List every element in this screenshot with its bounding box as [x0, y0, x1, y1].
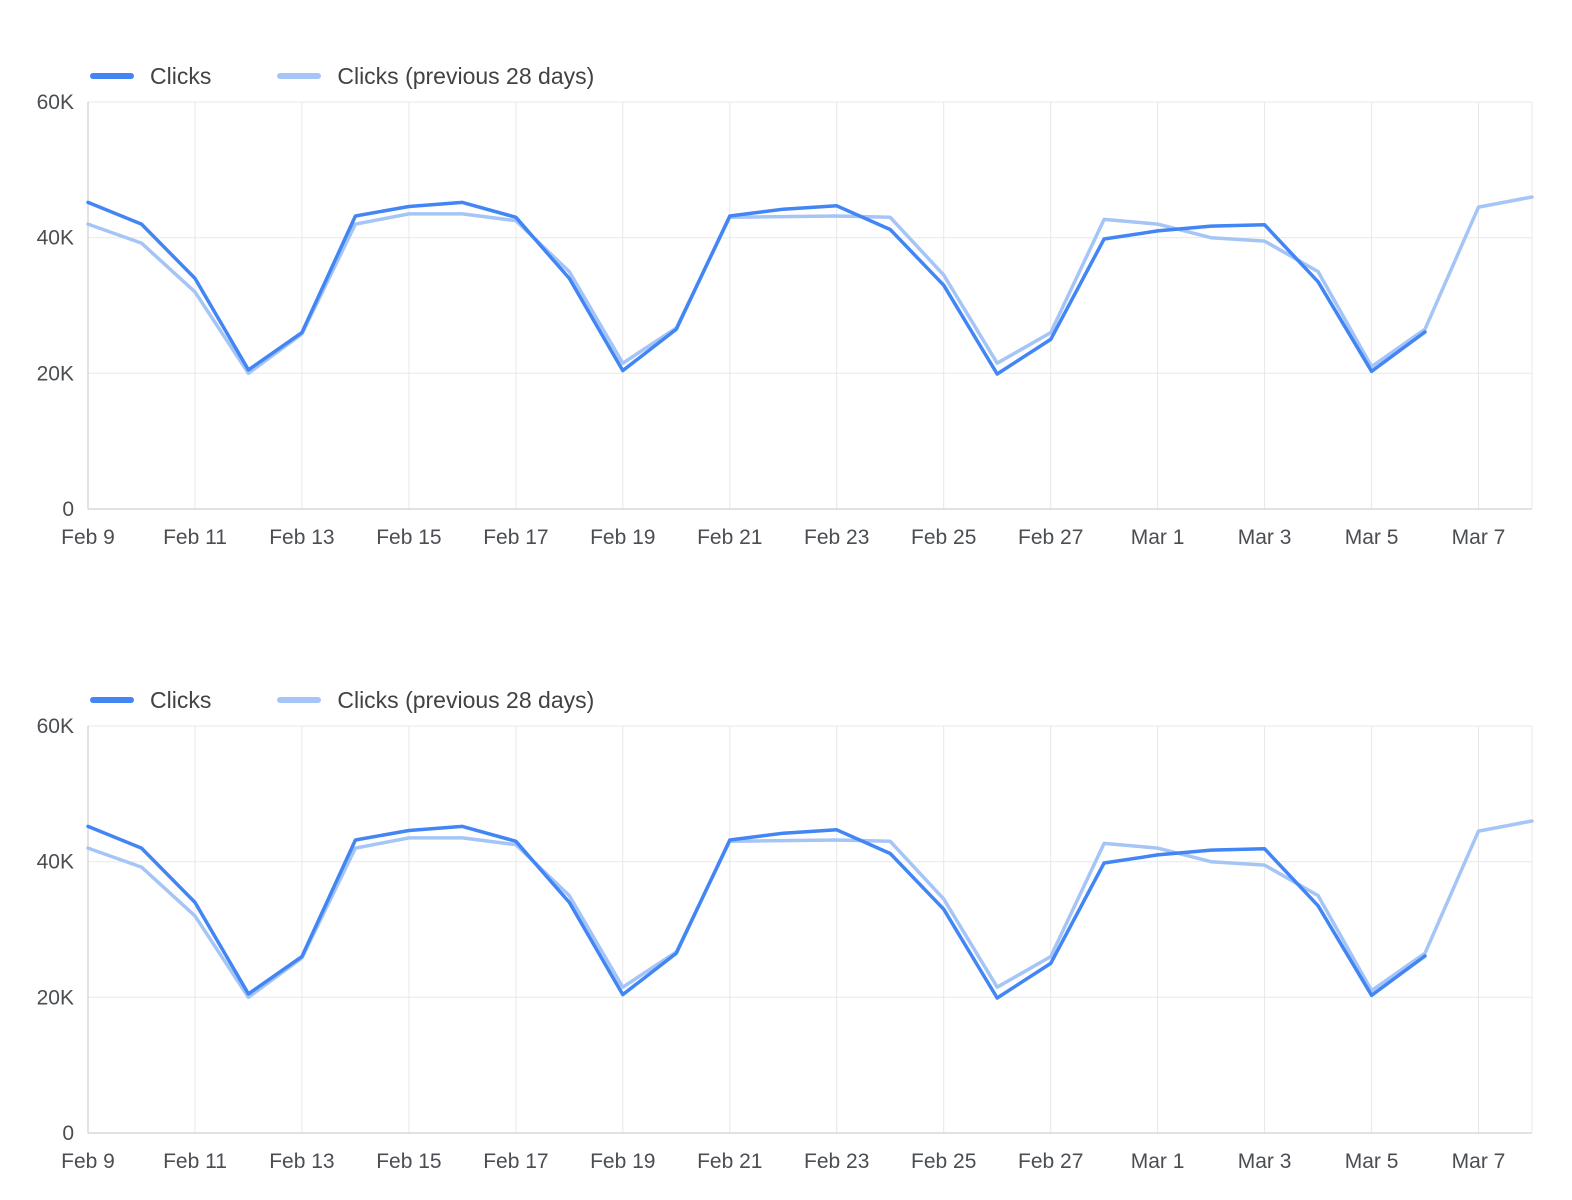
svg-text:Feb 17: Feb 17 [483, 1150, 548, 1173]
svg-text:40K: 40K [37, 227, 74, 250]
chart-legend: Clicks Clicks (previous 28 days) [0, 58, 1572, 94]
svg-text:Feb 21: Feb 21 [697, 1150, 762, 1173]
svg-text:Feb 25: Feb 25 [911, 1150, 976, 1173]
svg-text:Mar 5: Mar 5 [1345, 1150, 1399, 1173]
svg-text:Feb 23: Feb 23 [804, 526, 869, 549]
svg-text:Feb 17: Feb 17 [483, 526, 548, 549]
svg-text:Feb 13: Feb 13 [269, 1150, 334, 1173]
legend-swatch-clicks-icon [90, 73, 134, 79]
clicks-chart-bottom: Clicks Clicks (previous 28 days) 0 20K 40K… [0, 682, 1572, 1178]
svg-text:Feb 19: Feb 19 [590, 1150, 655, 1173]
legend-swatch-clicks-previous-icon [277, 73, 322, 79]
svg-text:Mar 5: Mar 5 [1345, 526, 1399, 549]
svg-text:Feb 25: Feb 25 [911, 526, 976, 549]
svg-text:Mar 1: Mar 1 [1131, 1150, 1185, 1173]
legend-swatch-clicks-previous-icon [277, 697, 322, 703]
svg-text:Feb 13: Feb 13 [269, 526, 334, 549]
svg-text:Mar 3: Mar 3 [1238, 526, 1292, 549]
legend-item-clicks-previous: Clicks (previous 28 days) [277, 687, 594, 714]
svg-text:Mar 3: Mar 3 [1238, 1150, 1292, 1173]
line-chart-plot-area: 0 20K 40K 60K Feb 9 Feb 11 Feb 13 Feb 15 Feb 17 F… [0, 94, 1572, 554]
clicks-chart-top: Clicks Clicks (previous 28 days) 0 20K 40K… [0, 0, 1572, 554]
line-chart-plot-area: 0 20K 40K 60K Feb 9 Feb 11 Feb 13 Feb 15 Feb 17 F… [0, 718, 1572, 1178]
svg-text:Mar 1: Mar 1 [1131, 526, 1185, 549]
svg-text:Mar 7: Mar 7 [1452, 526, 1506, 549]
svg-text:Feb 27: Feb 27 [1018, 526, 1083, 549]
legend-label-clicks: Clicks [150, 62, 212, 89]
svg-text:60K: 60K [37, 718, 74, 738]
legend-label-clicks-previous: Clicks (previous 28 days) [337, 686, 595, 713]
svg-text:20K: 20K [37, 986, 74, 1009]
svg-text:0: 0 [62, 1122, 74, 1145]
svg-text:Feb 15: Feb 15 [376, 526, 441, 549]
svg-text:20K: 20K [37, 362, 74, 385]
svg-text:60K: 60K [37, 94, 74, 114]
chart-legend: Clicks Clicks (previous 28 days) [0, 682, 1572, 718]
legend-item-clicks-previous: Clicks (previous 28 days) [277, 63, 594, 90]
svg-text:Feb 11: Feb 11 [163, 1150, 227, 1173]
svg-text:Feb 9: Feb 9 [61, 1150, 115, 1173]
svg-text:Feb 9: Feb 9 [61, 526, 115, 549]
legend-label-clicks-previous: Clicks (previous 28 days) [337, 62, 595, 89]
svg-text:Mar 7: Mar 7 [1452, 1150, 1506, 1173]
line-chart-svg: 0 20K 40K 60K Feb 9 Feb 11 Feb 13 Feb 15 Feb 17 F… [37, 94, 1534, 549]
legend-swatch-clicks-icon [90, 697, 134, 703]
svg-text:40K: 40K [37, 851, 74, 874]
svg-text:Feb 21: Feb 21 [697, 526, 762, 549]
legend-label-clicks: Clicks [150, 686, 212, 713]
svg-text:Feb 27: Feb 27 [1018, 1150, 1083, 1173]
svg-text:Feb 15: Feb 15 [376, 1150, 441, 1173]
line-chart-svg: 0 20K 40K 60K Feb 9 Feb 11 Feb 13 Feb 15 Feb 17 F… [37, 718, 1534, 1173]
svg-text:Feb 11: Feb 11 [163, 526, 227, 549]
svg-text:Feb 19: Feb 19 [590, 526, 655, 549]
svg-text:Feb 23: Feb 23 [804, 1150, 869, 1173]
legend-item-clicks: Clicks [90, 63, 211, 90]
svg-text:0: 0 [62, 498, 74, 521]
legend-item-clicks: Clicks [90, 687, 211, 714]
